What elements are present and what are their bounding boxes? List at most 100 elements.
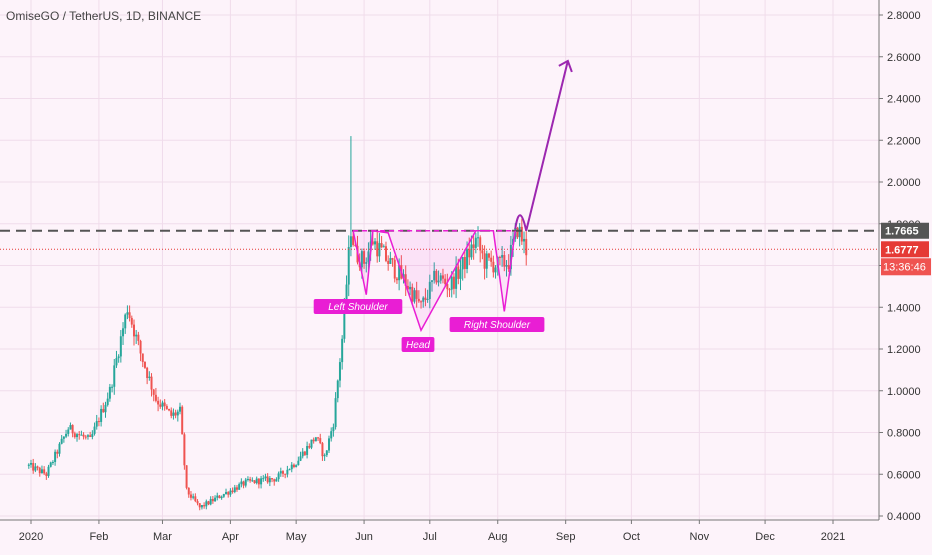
y-tick-label: 0.4000 [887,511,921,523]
candle-body [371,241,374,245]
candle-body [441,275,444,279]
x-tick-label: Feb [89,531,108,543]
y-tick-label: 2.2000 [887,135,921,147]
countdown-tag [881,258,931,276]
candle-body [135,334,138,337]
pattern-fill [353,230,516,331]
candle-body [51,461,54,463]
candle-body [463,256,466,269]
x-tick-label: Jul [423,531,437,543]
y-tick-label: 0.6000 [887,469,921,481]
candle-body [150,376,153,390]
candle-body [472,244,475,248]
candle-body [246,478,249,480]
candle-body [459,269,462,279]
candle-body [122,328,125,337]
candle-body [498,256,501,258]
candle-body [181,406,184,435]
candle-body [384,246,387,261]
candle-body [257,478,260,485]
candle-body [376,241,379,257]
x-tick-label: Mar [153,531,172,543]
candle-body [360,251,363,268]
candle-body [95,421,98,427]
candle-body [505,265,508,267]
candle-body [111,386,114,388]
candle-body [36,466,39,468]
candle-body [354,244,357,246]
candle-body [146,367,149,379]
candle-body [509,244,512,270]
y-tick-label: 2.0000 [887,177,921,189]
candle-body [404,274,407,286]
candle-body [198,503,201,508]
candle-body [124,314,127,329]
neckline-price-tag [881,222,929,239]
candle-body [345,284,348,303]
candle-body [290,464,293,470]
candle-body [492,261,495,273]
candle-body [363,251,366,264]
candle-body [341,338,344,363]
x-tick-label: Sep [556,531,576,543]
candle-body [387,260,390,264]
candle-body [58,443,61,454]
candle-body [132,324,135,337]
candle-body [102,408,105,413]
candle-body [62,436,65,439]
candle-body [154,394,157,401]
candle-body [227,492,230,495]
candle-body [437,280,440,283]
projection-arrowhead [558,59,573,73]
candle-body [108,386,111,399]
y-tick-label: 0.8000 [887,428,921,440]
candle-body [413,290,416,302]
candle-body [139,340,142,354]
candle-body [244,479,247,486]
candle-body [374,241,377,245]
symbol-title: OmiseGO / TetherUS, 1D, BINANCE [6,9,202,23]
candle-body [176,411,179,416]
candle-body [426,298,429,300]
candle-body [343,302,346,339]
candle-body [189,494,192,498]
candle-body [262,478,265,480]
candle-body [525,238,528,256]
candle-body [367,251,370,263]
candle-body [76,434,79,438]
candle-body [483,253,486,269]
candle-body [157,400,160,405]
candle-body [253,480,256,484]
candle-body [211,498,214,502]
candle-body [332,427,335,432]
candle-body [34,466,37,471]
candle-body [238,484,241,490]
y-tick-label: 1.2000 [887,344,921,356]
candle-body [71,425,74,434]
candle-body [216,495,219,498]
candle-body [187,487,190,495]
candle-body [297,460,300,466]
candle-body [395,278,398,281]
candle-body [516,227,519,238]
candle-body [222,494,225,497]
candle-body [194,496,197,502]
candle-body [119,336,122,357]
candle-body [159,404,162,407]
candle-body [45,473,48,476]
candle-body [126,312,129,315]
candle-body [73,433,76,438]
candle-body [349,236,352,247]
y-tick-label: 1.0000 [887,386,921,398]
candle-body [174,412,177,416]
candle-body [277,473,280,480]
candle-body [165,406,168,409]
x-tick-label: Aug [488,531,508,543]
candle-body [137,334,140,341]
candle-body [518,226,521,238]
candle-body [264,476,267,479]
candle-body [143,361,146,368]
candle-body [84,436,87,438]
